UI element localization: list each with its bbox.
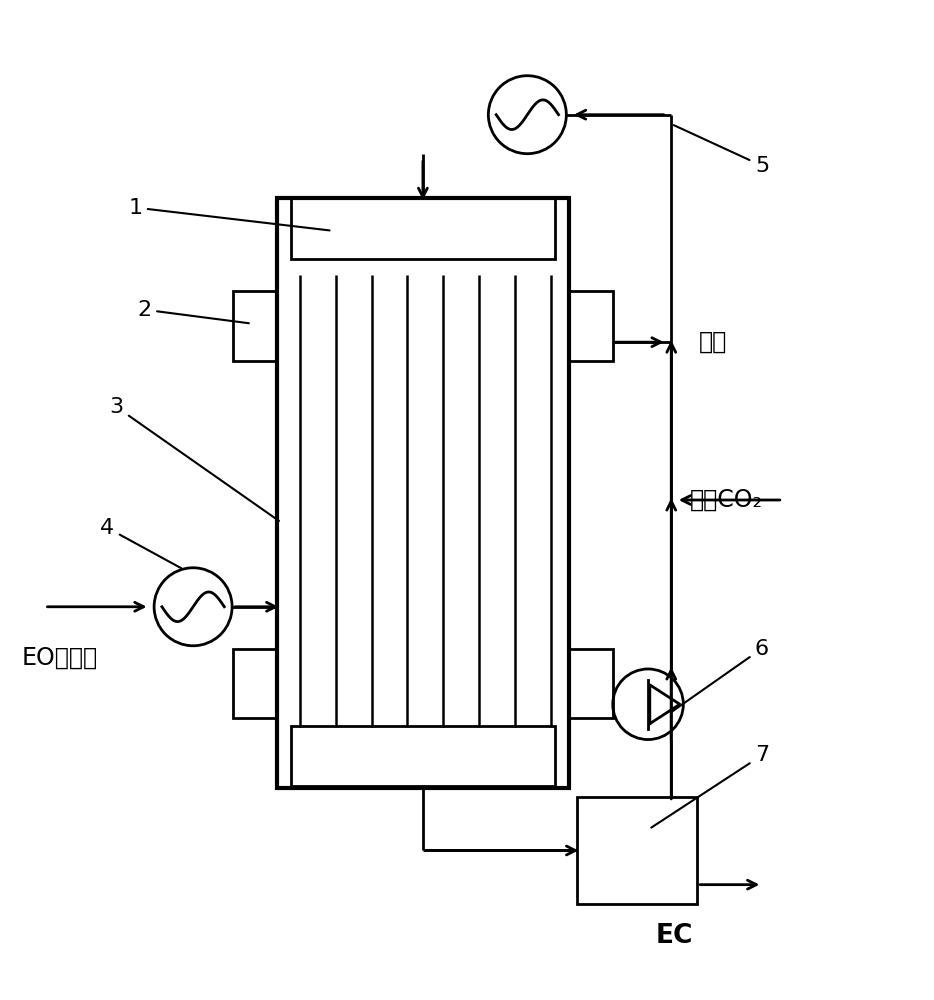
Text: 7: 7 xyxy=(651,745,769,828)
Bar xyxy=(290,198,555,259)
Bar xyxy=(290,726,555,786)
Text: 3: 3 xyxy=(109,397,279,521)
Bar xyxy=(569,649,613,718)
Text: EC: EC xyxy=(656,923,693,949)
Bar xyxy=(569,291,613,361)
Bar xyxy=(233,291,276,361)
Bar xyxy=(576,797,698,904)
Text: 5: 5 xyxy=(673,125,769,176)
Text: 1: 1 xyxy=(128,198,330,230)
Text: 高压CO₂: 高压CO₂ xyxy=(690,488,763,512)
Bar xyxy=(276,198,569,788)
Text: 4: 4 xyxy=(100,518,181,568)
Text: 2: 2 xyxy=(137,300,248,323)
Bar xyxy=(233,649,276,718)
Text: EO混合气: EO混合气 xyxy=(21,646,97,670)
Text: 尾气: 尾气 xyxy=(700,330,728,354)
Text: 6: 6 xyxy=(672,639,769,712)
